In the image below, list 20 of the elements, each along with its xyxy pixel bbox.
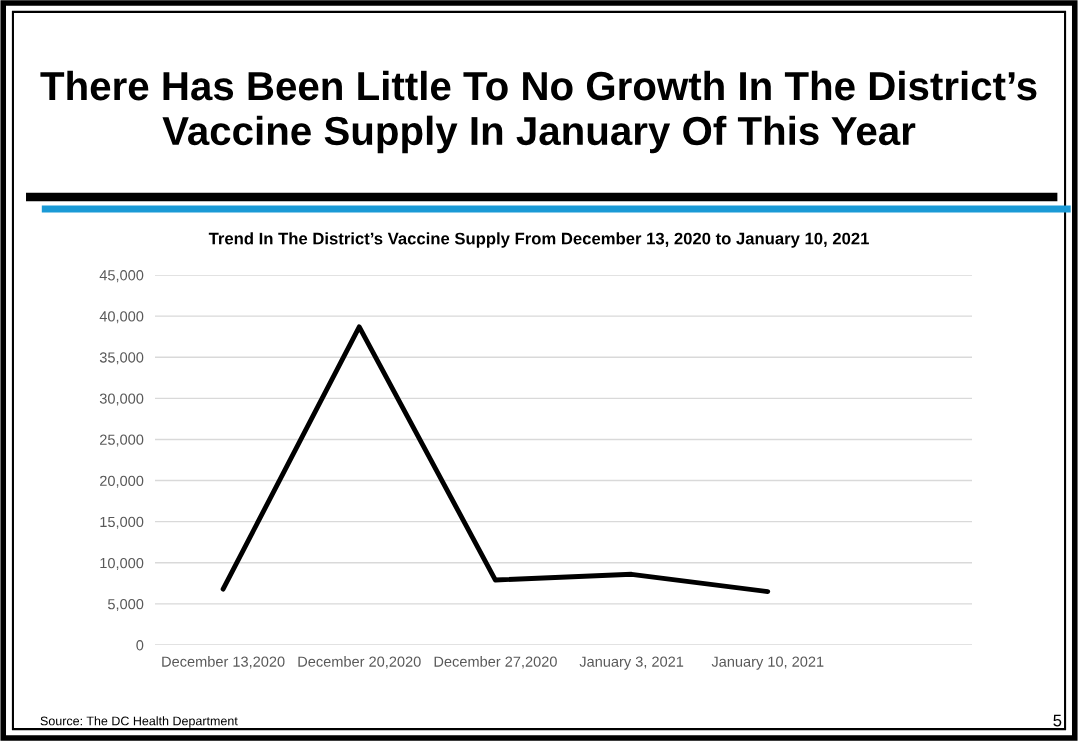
y-tick-label: 40,000 [99, 311, 144, 324]
line-series [220, 324, 771, 594]
y-tick-label: 10,000 [100, 557, 144, 570]
y-tick-label: 20,000 [100, 475, 144, 488]
y-tick-label: 35,000 [99, 352, 144, 365]
chart-subtitle: Trend In The District’s Vaccine Supply From December 13, 2020 to January 10, 2021 [208, 232, 869, 248]
x-tick-label: December 27,2020 [434, 656, 557, 669]
y-tick-label: 30,000 [99, 393, 144, 406]
y-tick-label: 5,000 [107, 598, 144, 612]
y-tick-label: 15,000 [100, 516, 144, 529]
source-note: Source: The DC Health Department [40, 716, 238, 728]
y-tick-label: 25,000 [100, 434, 144, 447]
x-tick-label: January 3, 2021 [579, 656, 684, 670]
text: 5 [1053, 714, 1062, 727]
y-tick-label: 45,000 [99, 270, 144, 283]
chart-title: There Has Been Little To No Growth In The District’s Vaccine Supply In January Of This Year [40, 70, 1037, 154]
x-tick-label: December 13,2020 [162, 656, 285, 669]
y-tick-label: 0 [136, 640, 144, 651]
x-tick-label: January 10, 2021 [711, 656, 824, 670]
x-tick-label: December 20,2020 [298, 656, 421, 669]
